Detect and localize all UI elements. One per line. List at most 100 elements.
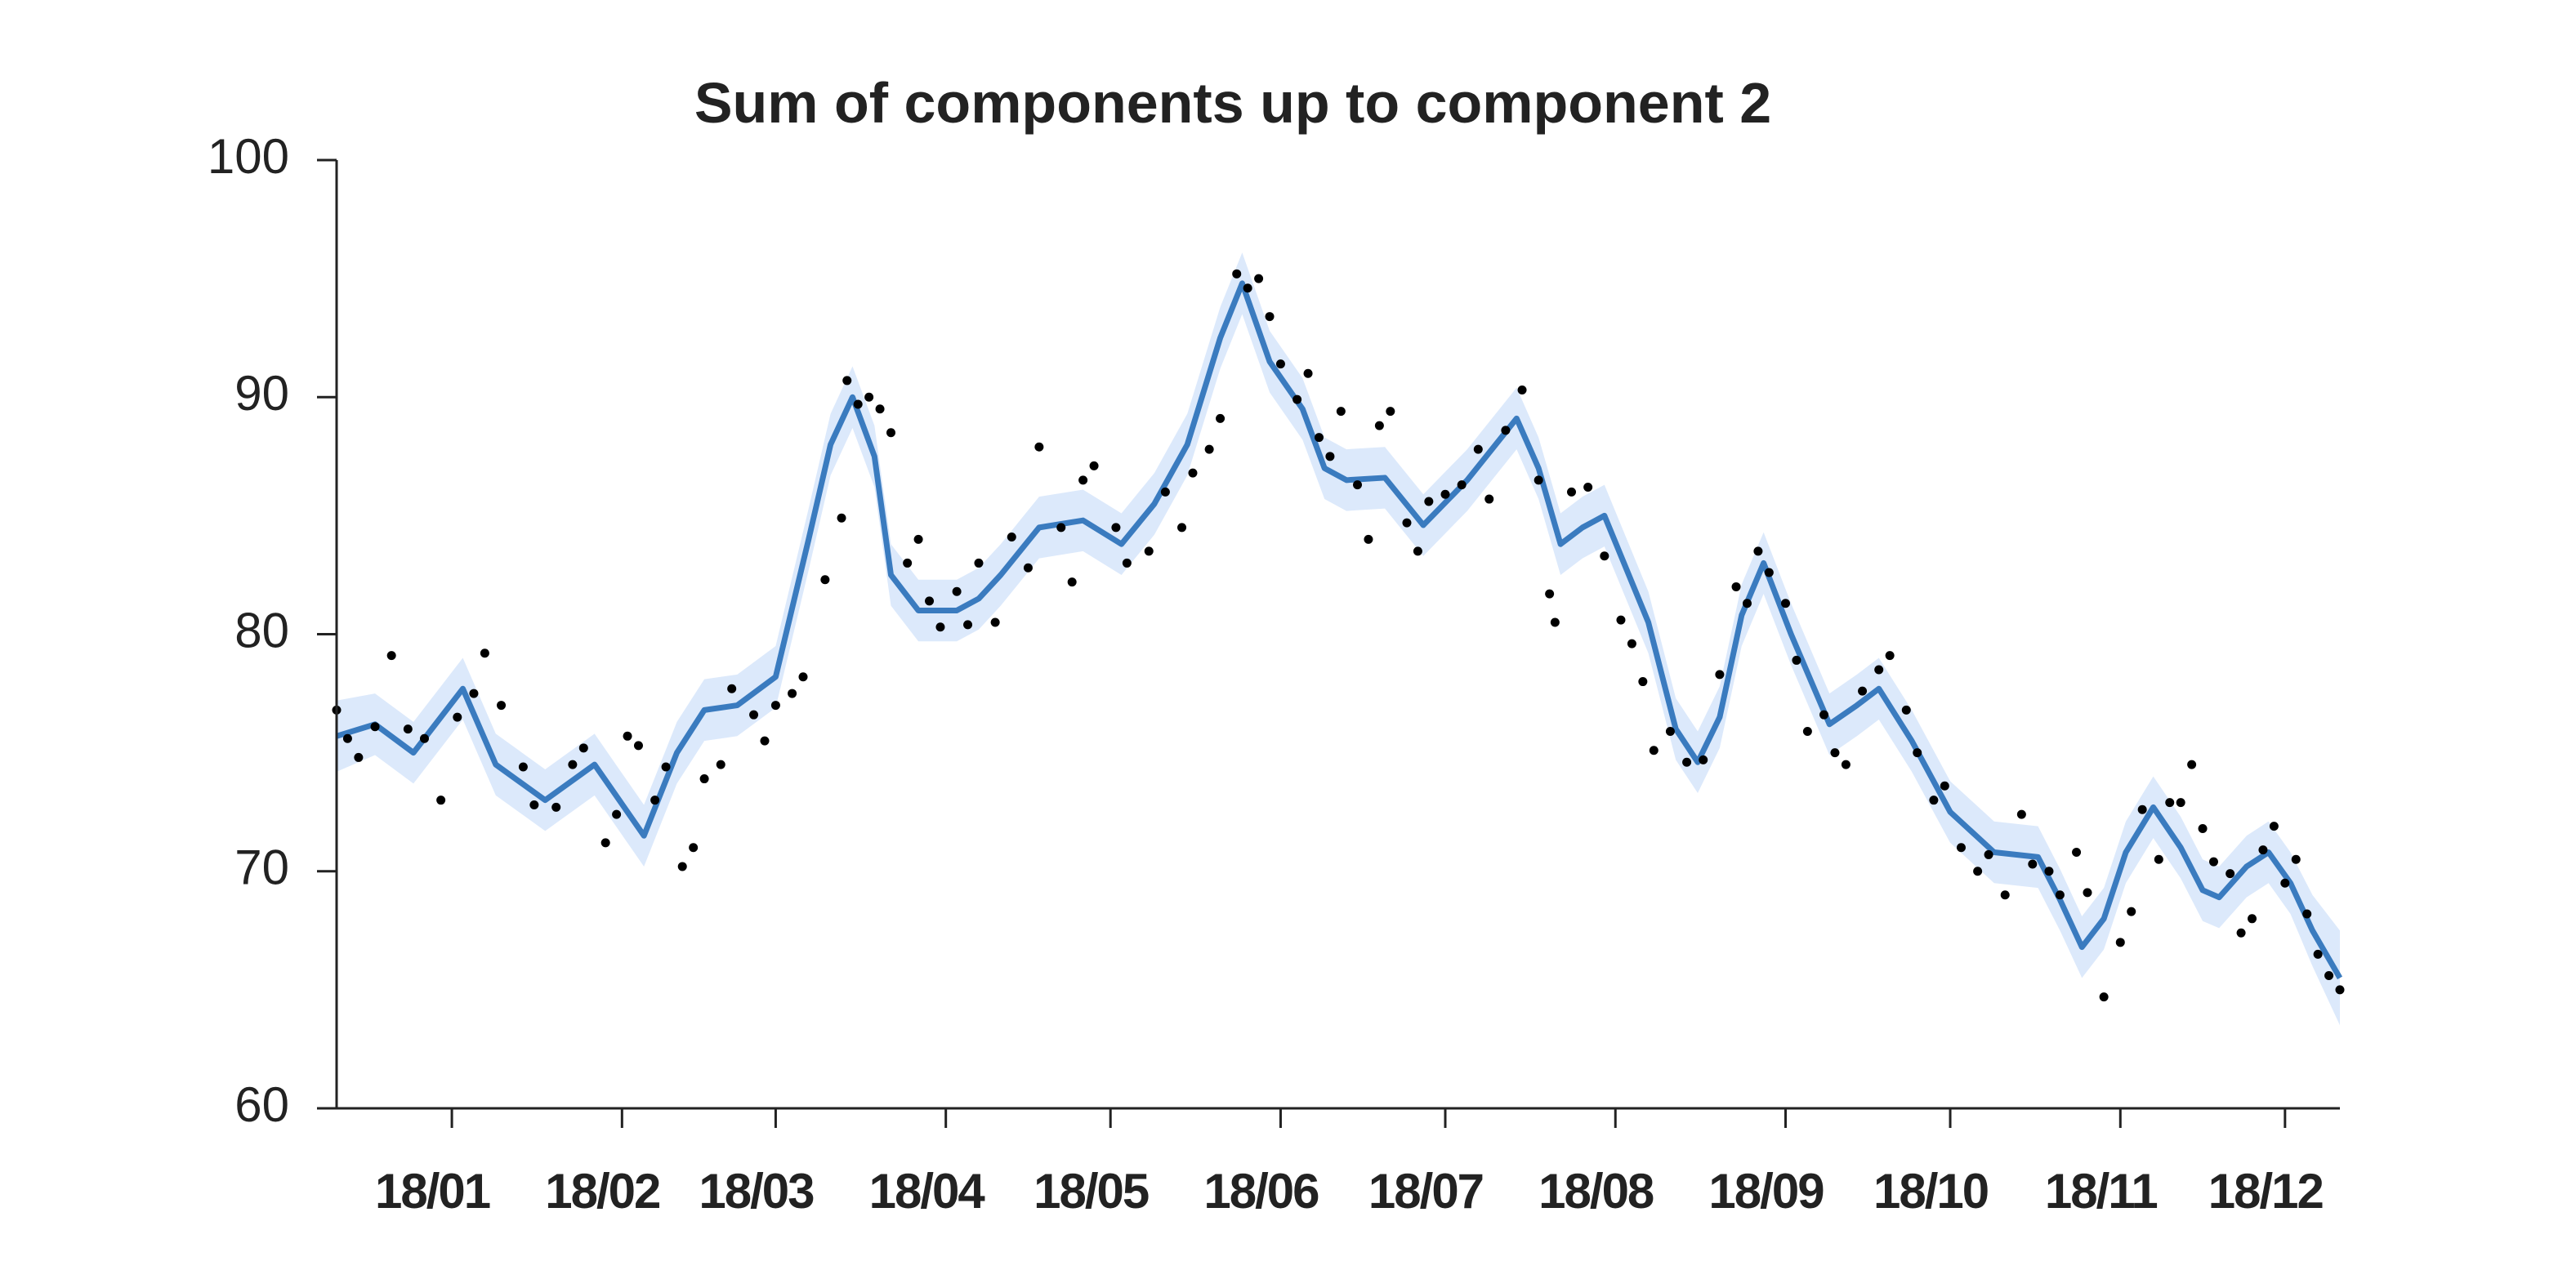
- data-point: [1742, 599, 1752, 608]
- data-point: [2127, 907, 2136, 916]
- data-point: [1216, 413, 1225, 423]
- data-point: [1583, 483, 1593, 492]
- data-point: [1177, 523, 1187, 533]
- data-point: [1111, 523, 1121, 533]
- data-point: [760, 736, 770, 746]
- data-point: [1484, 494, 1494, 504]
- data-point: [1956, 843, 1966, 853]
- data-point: [2176, 798, 2185, 808]
- data-point: [403, 724, 413, 734]
- data-point: [469, 689, 479, 698]
- data-point: [1078, 475, 1088, 485]
- data-point: [2154, 854, 2163, 864]
- data-point: [661, 762, 671, 772]
- data-point: [2335, 985, 2345, 995]
- data-point: [1275, 359, 1285, 369]
- data-point: [1034, 442, 1044, 452]
- data-point: [1424, 497, 1434, 506]
- data-point: [1303, 368, 1313, 378]
- data-point: [568, 760, 578, 769]
- data-point: [2016, 809, 2026, 819]
- data-point: [2137, 804, 2147, 814]
- data-point: [1023, 563, 1033, 573]
- data-point: [2324, 970, 2334, 980]
- data-point: [2258, 845, 2268, 855]
- data-point: [1204, 444, 1214, 454]
- x-tick-label: 18/11: [2045, 1164, 2157, 1219]
- data-point: [1440, 489, 1450, 499]
- fit-line: [335, 280, 2343, 980]
- data-point: [2226, 869, 2235, 879]
- data-point: [974, 558, 984, 568]
- data-point: [1056, 523, 1066, 533]
- data-point: [1292, 394, 1302, 404]
- data-point: [480, 648, 489, 658]
- data-point: [1858, 686, 1868, 696]
- data-point: [2313, 949, 2323, 959]
- data-point: [716, 760, 725, 769]
- data-point: [677, 862, 687, 871]
- data-point: [963, 620, 973, 630]
- data-point: [1188, 468, 1198, 478]
- data-point: [990, 617, 1000, 627]
- data-point: [1885, 651, 1895, 661]
- data-point: [1792, 655, 1801, 665]
- data-point: [1802, 727, 1812, 737]
- data-point: [1144, 546, 1154, 556]
- data-point: [2187, 760, 2197, 769]
- x-tick-label: 18/10: [1873, 1164, 1988, 1219]
- data-point: [1325, 452, 1335, 461]
- data-point: [2000, 890, 2010, 900]
- data-point: [1665, 727, 1675, 737]
- data-point: [1929, 796, 1939, 805]
- x-tick-label: 18/08: [1538, 1164, 1654, 1219]
- data-point: [2115, 938, 2125, 947]
- data-point: [1122, 558, 1132, 568]
- data-point: [1627, 639, 1636, 648]
- x-tick-label: 18/12: [2208, 1164, 2323, 1219]
- y-tick-label: 90: [234, 366, 289, 421]
- data-point: [1232, 269, 1242, 279]
- data-point: [529, 800, 539, 809]
- data-point: [2099, 992, 2109, 1002]
- x-tick-label: 18/03: [699, 1164, 814, 1219]
- data-point: [798, 672, 808, 682]
- data-point: [1534, 475, 1543, 485]
- data-point: [1160, 487, 1170, 497]
- data-point: [1841, 760, 1851, 769]
- x-tick-label: 18/05: [1034, 1164, 1149, 1219]
- data-point: [633, 741, 643, 751]
- data-point: [2208, 857, 2218, 867]
- data-point: [1254, 274, 1264, 283]
- data-point: [853, 399, 863, 409]
- data-point: [864, 392, 874, 402]
- data-point: [788, 689, 797, 698]
- data-point: [1753, 546, 1763, 556]
- data-point: [727, 684, 737, 693]
- data-point: [1830, 748, 1840, 758]
- data-point: [1764, 568, 1774, 577]
- data-point: [1265, 312, 1275, 322]
- data-point: [623, 731, 632, 741]
- x-tick-label: 18/06: [1203, 1164, 1319, 1219]
- data-point: [2302, 909, 2312, 919]
- data-point: [1545, 589, 1555, 599]
- data-point: [650, 796, 660, 805]
- data-point: [1874, 665, 1884, 675]
- data-point: [497, 701, 507, 711]
- data-point: [1715, 670, 1725, 680]
- data-point: [1517, 386, 1527, 395]
- data-point: [2072, 848, 2082, 858]
- data-point: [1386, 407, 1395, 417]
- data-point: [386, 651, 396, 661]
- data-point: [875, 404, 885, 414]
- data-point: [952, 586, 962, 596]
- data-point: [1682, 757, 1692, 767]
- data-point: [1501, 426, 1511, 435]
- data-point: [1616, 615, 1626, 625]
- data-point: [1600, 551, 1609, 561]
- data-point: [1243, 283, 1252, 293]
- data-point: [1940, 781, 1949, 791]
- data-point: [925, 596, 935, 606]
